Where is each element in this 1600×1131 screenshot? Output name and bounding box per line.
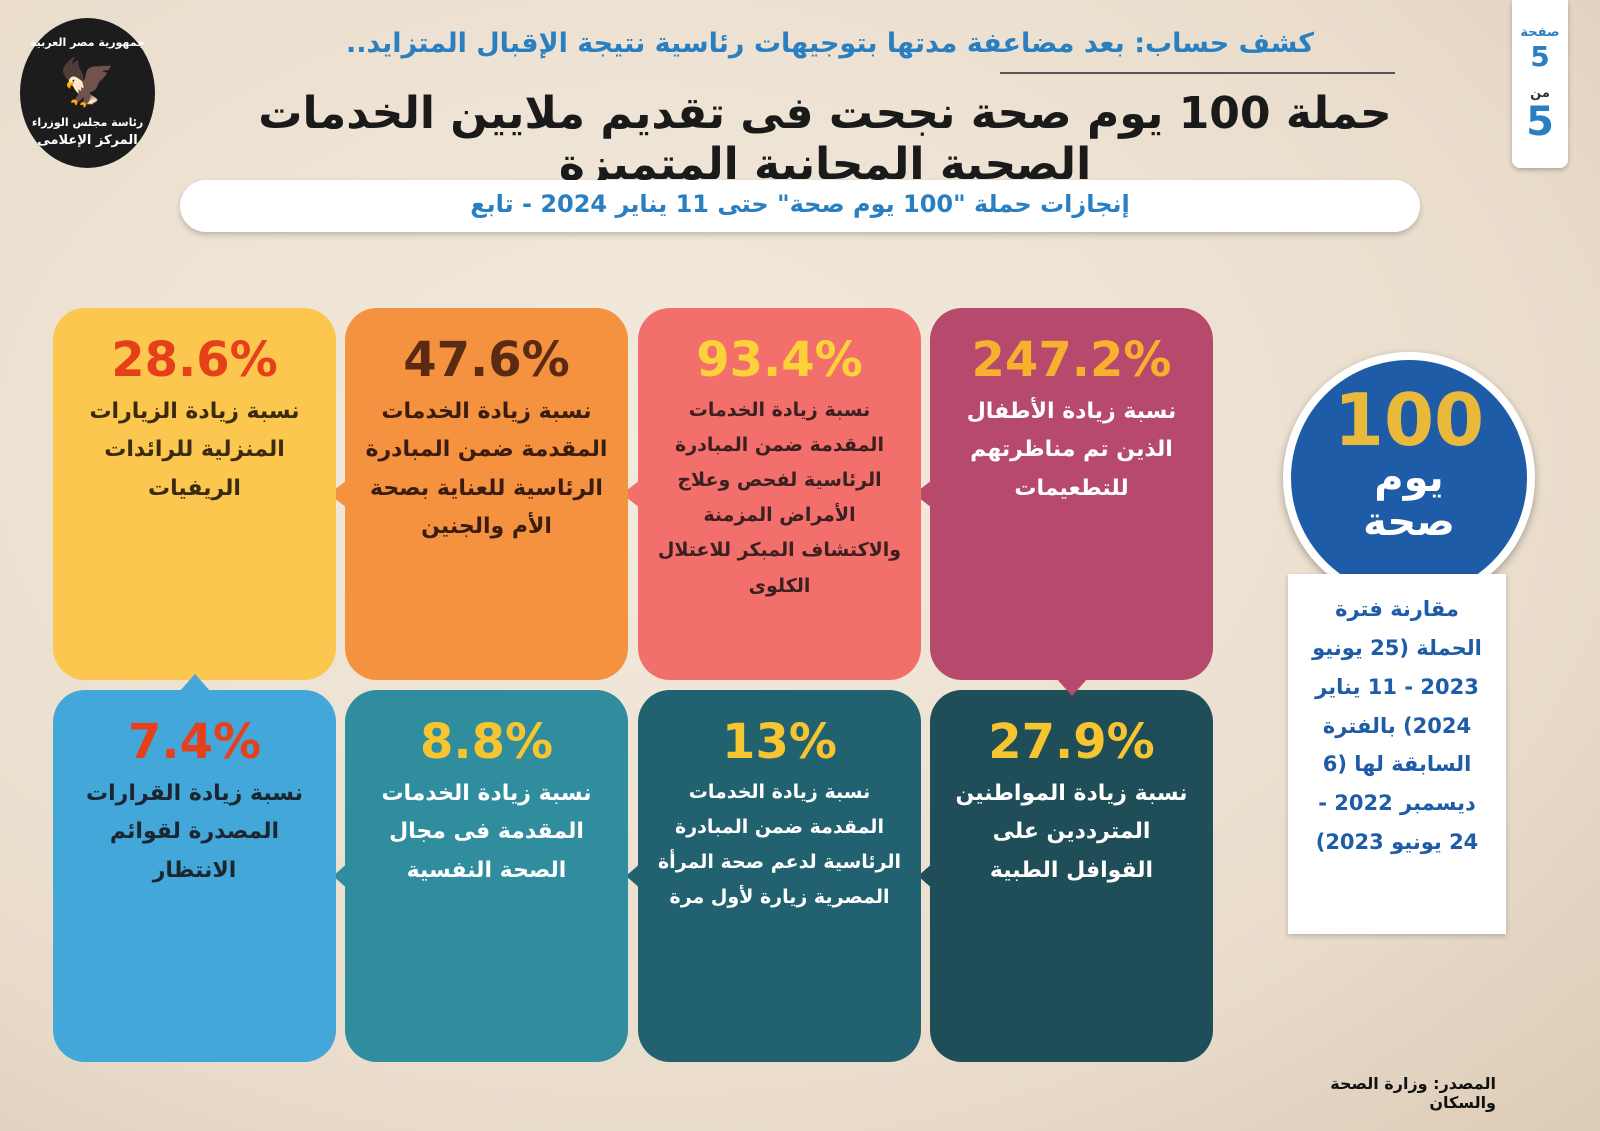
stat-card: 7.4% نسبة زيادة القرارات المصدرة لقوائم ا… [53, 690, 336, 1062]
campaign-number: 100 [1333, 378, 1485, 462]
stat-card: 13% نسبة زيادة الخدمات المقدمة ضمن المباد… [638, 690, 921, 1062]
subtitle: إنجازات حملة "100 يوم صحة" حتى 11 يناير … [470, 190, 1130, 218]
page-badge: صفحة 5 من 5 [1512, 0, 1568, 168]
kicker: كشف حساب: بعد مضاعفة مدتها بتوجيهات رئاس… [346, 28, 1314, 59]
stat-card: 247.2% نسبة زيادة الأطفال الذين تم مناظرت… [930, 308, 1213, 680]
source: المصدر: وزارة الصحة والسكان [1330, 1074, 1496, 1112]
stat-card: 28.6% نسبة زيادة الزيارات المنزلية للرائد… [53, 308, 336, 680]
stat-text: نسبة زيادة الخدمات المقدمة ضمن المبادرة … [657, 398, 902, 597]
logo-line: جمهورية مصر العربية [30, 36, 145, 49]
connector-arrow [1055, 678, 1088, 696]
subtitle-bar [180, 180, 1420, 232]
stat-text: نسبة زيادة الخدمات المقدمة ضمن المبادرة … [365, 398, 608, 540]
stat-value: 7.4% [127, 714, 262, 770]
page-label: صفحة [1520, 25, 1560, 40]
stat-text: نسبة زيادة الخدمات المقدمة فى مجال الصحة… [381, 780, 592, 883]
connector-arrow [918, 862, 934, 890]
stat-text: نسبة زيادة الخدمات المقدمة ضمن المبادرة … [657, 780, 902, 909]
logo-line: رئاسة مجلس الوزراء [31, 116, 144, 129]
logo-line: المركز الإعلامى [37, 133, 138, 148]
stat-value: 13% [722, 714, 837, 770]
stat-value: 28.6% [111, 332, 278, 388]
eagle-emblem: 🦅 [58, 55, 117, 109]
campaign-logo: 100 يوم صحة [1283, 352, 1535, 604]
campaign-word: صحة [1363, 499, 1455, 545]
page-number: 5 [1530, 40, 1550, 73]
stat-value: 247.2% [971, 332, 1172, 388]
stat-value: 27.9% [988, 714, 1155, 770]
stat-card: 8.8% نسبة زيادة الخدمات المقدمة فى مجال ا… [345, 690, 628, 1062]
stat-value: 47.6% [403, 332, 570, 388]
title: حملة 100 يوم صحة نجحت فى تقديم ملايين ال… [258, 88, 1392, 190]
stat-text: نسبة زيادة الزيارات المنزلية للرائدات ال… [89, 398, 300, 501]
stat-value: 8.8% [419, 714, 554, 770]
stat-text: نسبة زيادة القرارات المصدرة لقوائم الانت… [86, 780, 303, 883]
total-pages: 5 [1526, 99, 1554, 145]
stat-text: نسبة زيادة المواطنين المترددين على القوا… [955, 780, 1188, 883]
connector-arrow [333, 862, 349, 890]
stat-card: 27.9% نسبة زيادة المواطنين المترددين على … [930, 690, 1213, 1062]
logo: جمهورية مصر العربية 🦅 رئاسة مجلس الوزراء… [20, 18, 155, 168]
stat-card: 47.6% نسبة زيادة الخدمات المقدمة ضمن المب… [345, 308, 628, 680]
stat-card: 93.4% نسبة زيادة الخدمات المقدمة ضمن المب… [638, 308, 921, 680]
stat-text: نسبة زيادة الأطفال الذين تم مناظرتهم للت… [966, 398, 1177, 501]
connector-arrow [626, 862, 642, 890]
divider [1000, 72, 1395, 74]
campaign-word: يوم [1374, 455, 1444, 501]
connector-arrow [178, 674, 211, 692]
stat-value: 93.4% [696, 332, 863, 388]
comparison-note: مقارنة فترة الحملة (25 يونيو 2023 - 11 ي… [1288, 574, 1506, 934]
of-label: من [1530, 86, 1550, 101]
